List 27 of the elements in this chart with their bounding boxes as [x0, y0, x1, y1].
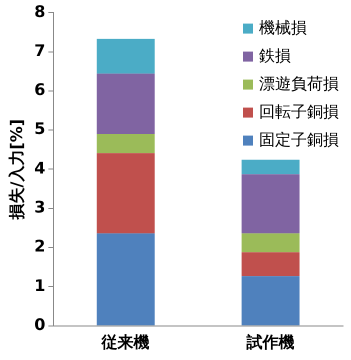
y-tick-label: 6: [34, 80, 46, 100]
y-tick-label: 7: [34, 40, 46, 60]
bar: [96, 38, 155, 74]
bar: [96, 153, 155, 234]
x-tick-label: 試作機: [246, 332, 295, 352]
legend-label: 固定子銅損: [259, 130, 339, 149]
x-tick-label: 従来機: [100, 332, 150, 352]
y-tick-label: 3: [34, 198, 46, 217]
y-tick-label: 8: [34, 2, 46, 21]
bar: [242, 233, 300, 252]
y-tick-label: 1: [34, 276, 46, 295]
y-tick-label: 5: [34, 119, 46, 138]
y-tick-label: 2: [34, 236, 46, 256]
bar: [242, 160, 300, 174]
bar: [96, 233, 155, 326]
legend-label: 鉄損: [259, 46, 291, 65]
y-tick-label: 4: [34, 158, 46, 178]
bar: [242, 252, 300, 276]
y-tick-label: 0: [34, 314, 46, 334]
y-axis-title: 損失/入力[%]: [6, 118, 26, 220]
bar: [96, 134, 155, 154]
bar: [96, 74, 155, 134]
legend-label: 漂遊負荷損: [259, 74, 339, 93]
legend-label: 回転子銅損: [259, 102, 339, 121]
legend-label: 機械損: [259, 18, 307, 37]
bar: [242, 174, 300, 234]
bar: [242, 276, 300, 326]
